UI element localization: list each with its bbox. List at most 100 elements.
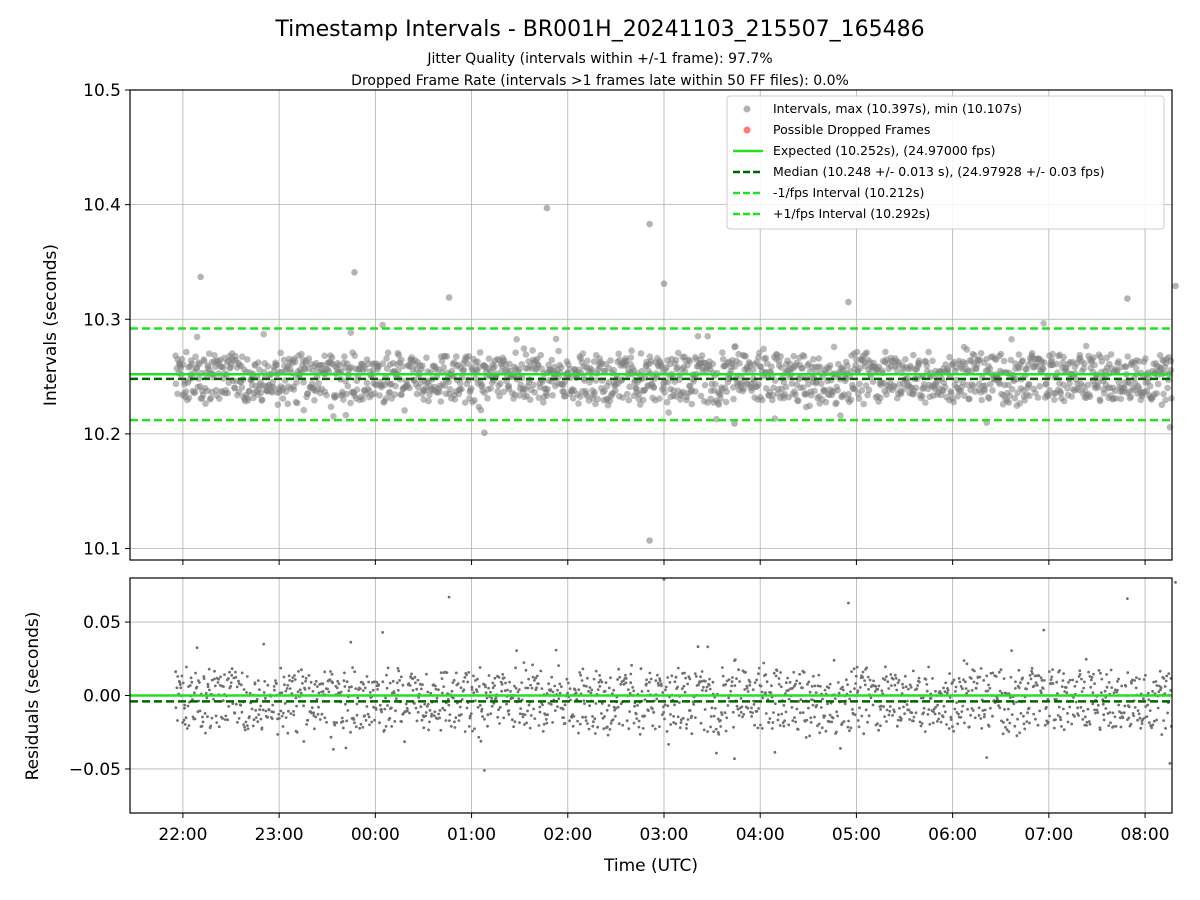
residual-point bbox=[909, 685, 913, 689]
legend-label-intervals: Intervals, max (10.397s), min (10.107s) bbox=[773, 101, 1022, 116]
residual-point bbox=[266, 715, 269, 719]
residual-point bbox=[706, 645, 710, 649]
residual-point bbox=[666, 676, 670, 679]
interval-point bbox=[343, 390, 351, 398]
residual-point bbox=[468, 714, 472, 718]
intervals-x-ticks bbox=[182, 560, 1146, 565]
interval-point bbox=[342, 411, 350, 419]
residual-point bbox=[1079, 706, 1083, 709]
residual-point bbox=[486, 724, 489, 728]
residual-point bbox=[185, 665, 188, 669]
residual-point bbox=[751, 688, 755, 692]
y-tick-label: 10.4 bbox=[83, 196, 121, 216]
residual-point bbox=[1168, 762, 1172, 765]
y-tick-label: 10.1 bbox=[83, 540, 121, 560]
interval-point bbox=[715, 401, 723, 408]
residual-point bbox=[725, 716, 729, 720]
residual-point bbox=[737, 668, 740, 672]
residual-point bbox=[296, 690, 300, 694]
residual-point bbox=[566, 681, 570, 685]
residual-point bbox=[351, 666, 354, 669]
residual-point bbox=[932, 710, 935, 714]
interval-point bbox=[518, 361, 525, 368]
residual-point bbox=[1109, 721, 1112, 725]
residual-point bbox=[363, 686, 367, 690]
residual-point bbox=[383, 707, 387, 711]
residual-point bbox=[520, 681, 524, 684]
residual-point bbox=[915, 687, 919, 691]
residual-point bbox=[223, 718, 227, 721]
residual-point bbox=[523, 713, 527, 716]
residual-point bbox=[603, 715, 606, 718]
residual-point bbox=[491, 686, 495, 690]
legend: Intervals, max (10.397s), min (10.107s) … bbox=[726, 95, 1165, 230]
residual-point bbox=[761, 696, 765, 700]
residual-point bbox=[321, 690, 325, 693]
residual-point bbox=[508, 680, 511, 684]
residual-point bbox=[501, 673, 505, 676]
residual-point bbox=[497, 675, 501, 679]
interval-point bbox=[1008, 385, 1016, 393]
residual-point bbox=[717, 732, 721, 736]
residual-point bbox=[779, 671, 782, 674]
residual-point bbox=[1163, 685, 1167, 688]
residual-point bbox=[977, 714, 981, 717]
interval-point bbox=[244, 397, 252, 404]
residual-point bbox=[1136, 718, 1139, 722]
interval-point bbox=[1051, 396, 1058, 404]
residual-point bbox=[979, 667, 983, 670]
residual-point bbox=[1112, 691, 1116, 695]
residual-point bbox=[948, 672, 951, 675]
interval-point bbox=[376, 392, 383, 399]
residual-point bbox=[973, 669, 976, 673]
residual-point bbox=[1122, 711, 1126, 715]
residual-point bbox=[335, 721, 339, 724]
residual-point bbox=[651, 707, 654, 711]
residual-point bbox=[206, 715, 209, 719]
residual-point bbox=[791, 719, 795, 722]
interval-point bbox=[963, 346, 971, 353]
residual-point bbox=[929, 696, 933, 700]
interval-point bbox=[1060, 353, 1067, 361]
residual-point bbox=[731, 710, 735, 714]
residual-point bbox=[474, 679, 477, 682]
interval-point bbox=[1060, 397, 1068, 405]
residual-point bbox=[590, 688, 594, 692]
interval-point bbox=[584, 357, 591, 365]
residual-point bbox=[614, 714, 617, 718]
residual-point bbox=[819, 706, 823, 709]
residual-point bbox=[877, 728, 880, 732]
residual-point bbox=[962, 678, 965, 682]
residual-point bbox=[1121, 716, 1125, 720]
residual-point bbox=[1088, 722, 1092, 726]
residual-point bbox=[553, 709, 557, 712]
residual-point bbox=[503, 689, 507, 693]
residuals-x-ticks: 22:00 23:00 00:00 01:00 02:00 03:00 04:00 05:00… bbox=[158, 813, 1170, 845]
residual-point bbox=[617, 667, 621, 671]
residual-point bbox=[989, 706, 992, 710]
residual-point bbox=[263, 680, 267, 683]
y-tick-label: −0.05 bbox=[69, 760, 121, 780]
interval-point bbox=[497, 380, 504, 387]
residual-point bbox=[901, 682, 904, 686]
residual-point bbox=[529, 714, 533, 717]
interval-point bbox=[989, 387, 996, 394]
interval-point bbox=[382, 395, 390, 402]
residual-point bbox=[991, 671, 995, 675]
residual-point bbox=[1116, 688, 1119, 692]
residual-point bbox=[997, 670, 1001, 674]
residual-point bbox=[879, 704, 883, 708]
interval-point bbox=[1168, 395, 1175, 402]
residual-point bbox=[486, 713, 490, 717]
residual-point bbox=[697, 683, 700, 687]
residual-point bbox=[894, 676, 898, 680]
interval-point bbox=[688, 400, 696, 408]
residual-point bbox=[908, 683, 912, 687]
residual-point bbox=[336, 679, 340, 683]
interval-point bbox=[1041, 359, 1048, 366]
residual-point bbox=[472, 674, 475, 678]
interval-point bbox=[815, 355, 823, 362]
residual-point bbox=[221, 717, 225, 720]
residual-point bbox=[784, 681, 788, 685]
interval-point bbox=[777, 353, 784, 360]
